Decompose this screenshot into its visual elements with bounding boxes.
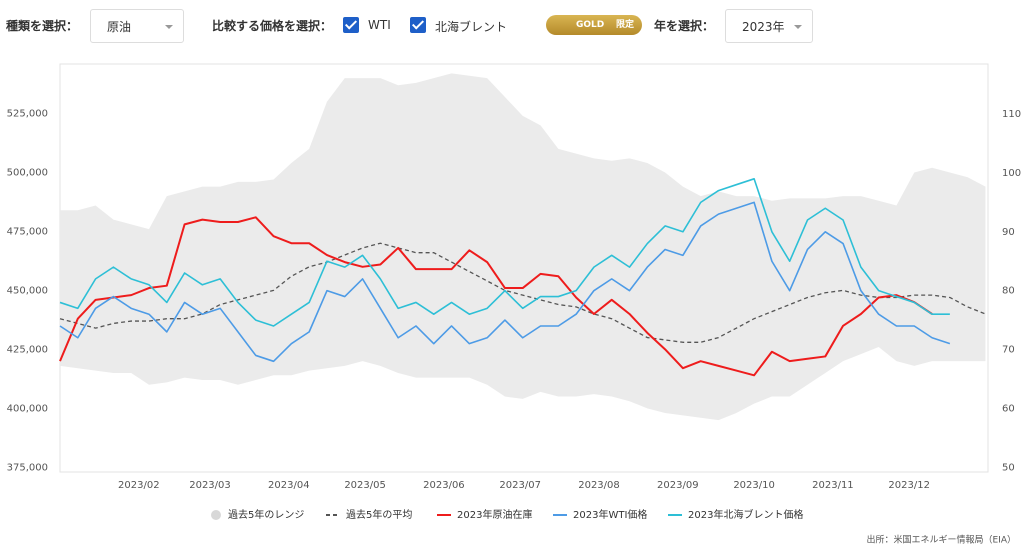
- y-tick-label: 375,000: [7, 462, 48, 473]
- x-tick-label: 2023/05: [344, 480, 386, 491]
- y-tick-label: 400,000: [7, 403, 48, 414]
- y2-tick-label: 80: [1002, 286, 1015, 297]
- y-tick-label: 475,000: [7, 226, 48, 237]
- y2-tick-label: 100: [1002, 168, 1021, 179]
- x-tick-label: 2023/06: [423, 480, 465, 491]
- badge-text: 限定: [616, 20, 635, 30]
- series-line: [59, 242, 986, 343]
- x-tick-label: 2023/03: [189, 480, 231, 491]
- checkbox[interactable]: [410, 17, 426, 33]
- series-line: [59, 216, 933, 377]
- x-tick-label: 2023/11: [812, 480, 854, 491]
- badge-text: GOLD: [576, 20, 605, 30]
- legend-label: 過去5年の平均: [346, 508, 412, 521]
- y2-tick-label: 60: [1002, 403, 1015, 414]
- y2-tick-label: 90: [1002, 227, 1015, 238]
- legend-label: 2023年原油在庫: [457, 508, 532, 521]
- series-line: [59, 178, 950, 327]
- x-tick-label: 2023/09: [657, 480, 699, 491]
- legend-label: 2023年北海ブレント価格: [688, 508, 803, 521]
- checkbox-label[interactable]: 北海ブレント: [435, 20, 508, 34]
- range-area: [60, 73, 986, 421]
- year-select[interactable]: 2023年: [725, 9, 813, 43]
- x-tick-label: 2023/08: [578, 480, 620, 491]
- y2-tick-label: 50: [1002, 462, 1015, 473]
- checkbox-label[interactable]: WTI: [368, 18, 391, 32]
- checkbox[interactable]: [343, 17, 359, 33]
- x-tick-label: 2023/04: [268, 480, 310, 491]
- legend-label: 過去5年のレンジ: [228, 508, 304, 521]
- y2-tick-label: 110: [1002, 109, 1021, 120]
- type-select[interactable]: 原油: [90, 9, 184, 43]
- x-tick-label: 2023/02: [118, 480, 160, 491]
- year-label: 年を選択：: [654, 19, 715, 33]
- source: 出所：米国エネルギー情報局（EIA）: [867, 534, 1017, 546]
- x-tick-label: 2023/12: [888, 480, 930, 491]
- y-tick-label: 525,000: [7, 109, 48, 120]
- series-line: [59, 201, 951, 363]
- controls: 種類を選択： 原油 比較する価格を選択： WTI 北海ブレント GOLD 限定 年…: [0, 0, 1024, 52]
- y2-tick-label: 70: [1002, 345, 1015, 356]
- y-tick-label: 450,000: [7, 285, 48, 296]
- legend-swatch: [211, 510, 221, 520]
- y-tick-label: 500,000: [7, 167, 48, 178]
- gold-badge: GOLD 限定: [546, 15, 642, 35]
- x-tick-label: 2023/07: [499, 480, 541, 491]
- x-tick-label: 2023/10: [733, 480, 775, 491]
- compare-label: 比較する価格を選択：: [212, 19, 333, 33]
- type-label: 種類を選択：: [6, 19, 79, 33]
- legend-label: 2023年WTI価格: [573, 508, 647, 521]
- y-tick-label: 425,000: [7, 344, 48, 355]
